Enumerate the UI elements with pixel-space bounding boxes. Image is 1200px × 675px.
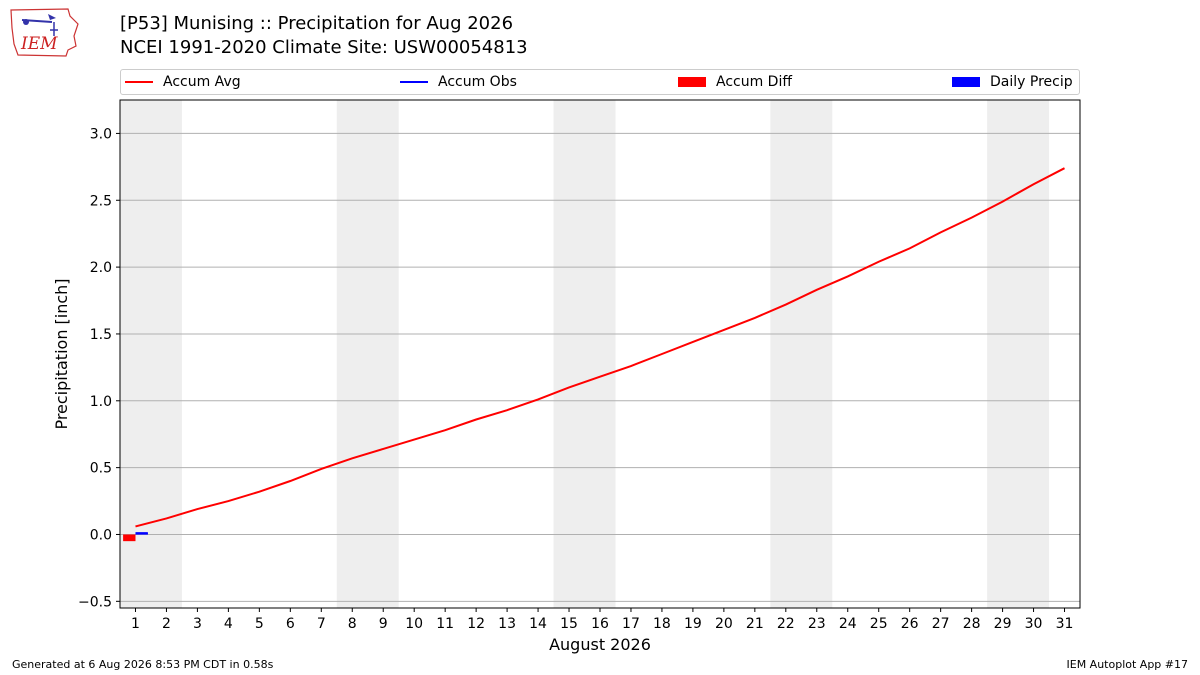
y-tick-label: 2.0 [90,260,112,276]
x-tick-label: 8 [348,616,357,632]
chart-title: [P53] Munising :: Precipitation for Aug … [120,13,514,34]
legend-label: Accum Avg [163,74,241,90]
x-tick-label: 28 [963,616,981,632]
weekend-band [336,100,399,608]
accum-avg-line [135,167,1065,528]
legend-swatch-line-icon [125,81,153,83]
x-tick-label: 9 [379,616,388,632]
series-lines [135,167,1065,535]
legend-item-accum-avg: Accum Avg [125,74,241,90]
x-tick-label: 18 [653,616,671,632]
x-tick-label: 1 [131,616,140,632]
legend-item-accum-diff: Accum Diff [678,74,792,90]
gridlines [120,132,1080,602]
x-axis-label: August 2026 [549,635,651,654]
app-credit: IEM Autoplot App #17 [1066,658,1189,671]
legend-item-daily-precip: Daily Precip [952,74,1073,90]
x-tick-label: 6 [286,616,295,632]
legend-swatch-line-icon [400,81,428,83]
x-tick-label: 12 [467,616,485,632]
weekend-band [987,100,1050,608]
x-tick-label: 26 [901,616,919,632]
x-tick-label: 17 [622,616,640,632]
logo-text: IEM [21,34,58,54]
y-axis-ticks: −0.5 0.0 0.5 1.0 1.5 2.0 2.5 3.0 [78,126,120,610]
y-tick-label: 1.5 [90,327,112,343]
y-tick-label: 3.0 [90,126,112,142]
x-tick-label: 27 [932,616,950,632]
y-tick-label: 1.0 [90,394,112,410]
iem-logo: IEM [8,6,80,58]
accum-diff-bar [123,534,136,542]
chart-legend: Accum Avg Accum Obs Accum Diff Daily Pre… [120,69,1080,95]
x-tick-label: 21 [746,616,764,632]
weekend-band [553,100,616,608]
x-tick-label: 7 [317,616,326,632]
weekend-band [770,100,833,608]
x-tick-label: 22 [777,616,795,632]
x-tick-label: 16 [591,616,609,632]
iowa-map-icon [10,8,79,57]
x-tick-label: 5 [255,616,264,632]
x-tick-label: 19 [684,616,702,632]
legend-label: Daily Precip [990,74,1073,90]
x-tick-label: 29 [994,616,1012,632]
x-tick-label: 30 [1025,616,1043,632]
y-axis-label: Precipitation [inch] [52,278,71,429]
x-tick-label: 14 [529,616,547,632]
legend-swatch-box-icon [952,77,980,87]
x-tick-label: 2 [162,616,171,632]
y-tick-label: −0.5 [78,594,112,610]
x-tick-label: 3 [193,616,202,632]
legend-item-accum-obs: Accum Obs [400,74,517,90]
x-tick-label: 11 [436,616,454,632]
x-tick-label: 23 [808,616,826,632]
legend-swatch-box-icon [678,77,706,87]
y-tick-label: 0.5 [90,461,112,477]
x-tick-label: 25 [870,616,888,632]
generated-note: Generated at 6 Aug 2026 8:53 PM CDT in 0… [12,658,274,671]
weekend-bands [120,100,1050,608]
y-tick-label: 2.5 [90,193,112,209]
x-tick-label: 4 [224,616,233,632]
x-tick-label: 13 [498,616,516,632]
x-tick-label: 31 [1056,616,1074,632]
x-tick-label: 10 [405,616,423,632]
legend-label: Accum Obs [438,74,517,90]
chart-subtitle: NCEI 1991-2020 Climate Site: USW00054813 [120,37,528,58]
x-tick-label: 24 [839,616,857,632]
weekend-band [120,100,182,608]
x-axis-ticks: 1 2 3 4 5 6 7 8 9 10 11 12 13 14 15 16 17 18 19 20 21 22 23 24 2… [131,608,1073,632]
x-tick-label: 20 [715,616,733,632]
legend-label: Accum Diff [716,74,793,90]
y-tick-label: 0.0 [90,527,112,543]
x-tick-label: 15 [560,616,578,632]
